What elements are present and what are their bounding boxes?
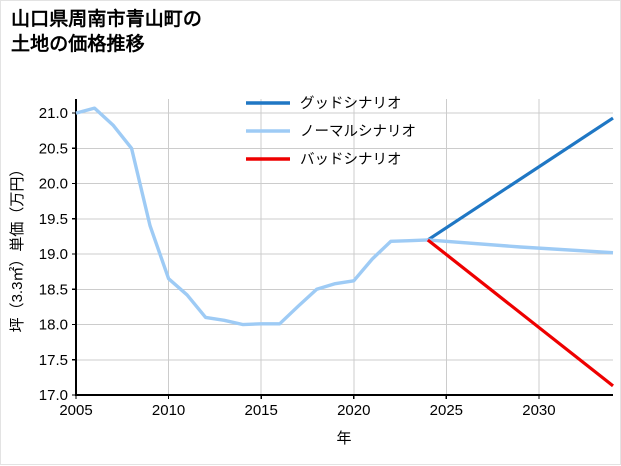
y-axis-ticks: 17.0 17.5 18.0 18.5 19.0 19.5 20.0 20.5 21.0 (39, 105, 76, 404)
y-axis-label: 坪（3.3㎡）単価（万円） (9, 162, 26, 333)
legend-label-ノーマルシナリオ: ノーマルシナリオ (300, 124, 416, 140)
x-tick-label: 2010 (152, 402, 185, 419)
series-line-バッドシナリオ (426, 238, 614, 388)
y-tick-label: 20.0 (39, 176, 68, 193)
y-tick-label: 17.0 (39, 387, 68, 404)
y-tick-label: 19.5 (39, 211, 68, 228)
legend-label-バッドシナリオ: バッドシナリオ (300, 152, 402, 168)
y-tick-label: 19.0 (39, 246, 68, 263)
y-tick-label: 20.5 (39, 140, 68, 157)
x-tick-label: 2005 (59, 402, 92, 419)
series-line-ノーマルシナリオ (75, 106, 614, 327)
x-axis-label: 年 (336, 430, 351, 447)
y-tick-label: 21.0 (39, 105, 68, 122)
x-axis-ticks: 2005 2010 2015 2020 2025 2030 (59, 395, 556, 419)
y-tick-label: 17.5 (39, 352, 68, 369)
legend-label-グッドシナリオ: グッドシナリオ (300, 95, 402, 112)
y-tick-label: 18.5 (39, 281, 68, 298)
x-tick-label: 2025 (430, 402, 463, 419)
x-tick-label: 2030 (522, 402, 555, 419)
x-tick-label: 2020 (337, 402, 370, 419)
data-series-group (75, 106, 614, 388)
page-title: 山口県周南市青山町の 土地の価格推移 (11, 9, 203, 56)
x-tick-label: 2015 (244, 402, 277, 419)
y-tick-label: 18.0 (39, 317, 68, 334)
series-line-グッドシナリオ (426, 116, 614, 242)
